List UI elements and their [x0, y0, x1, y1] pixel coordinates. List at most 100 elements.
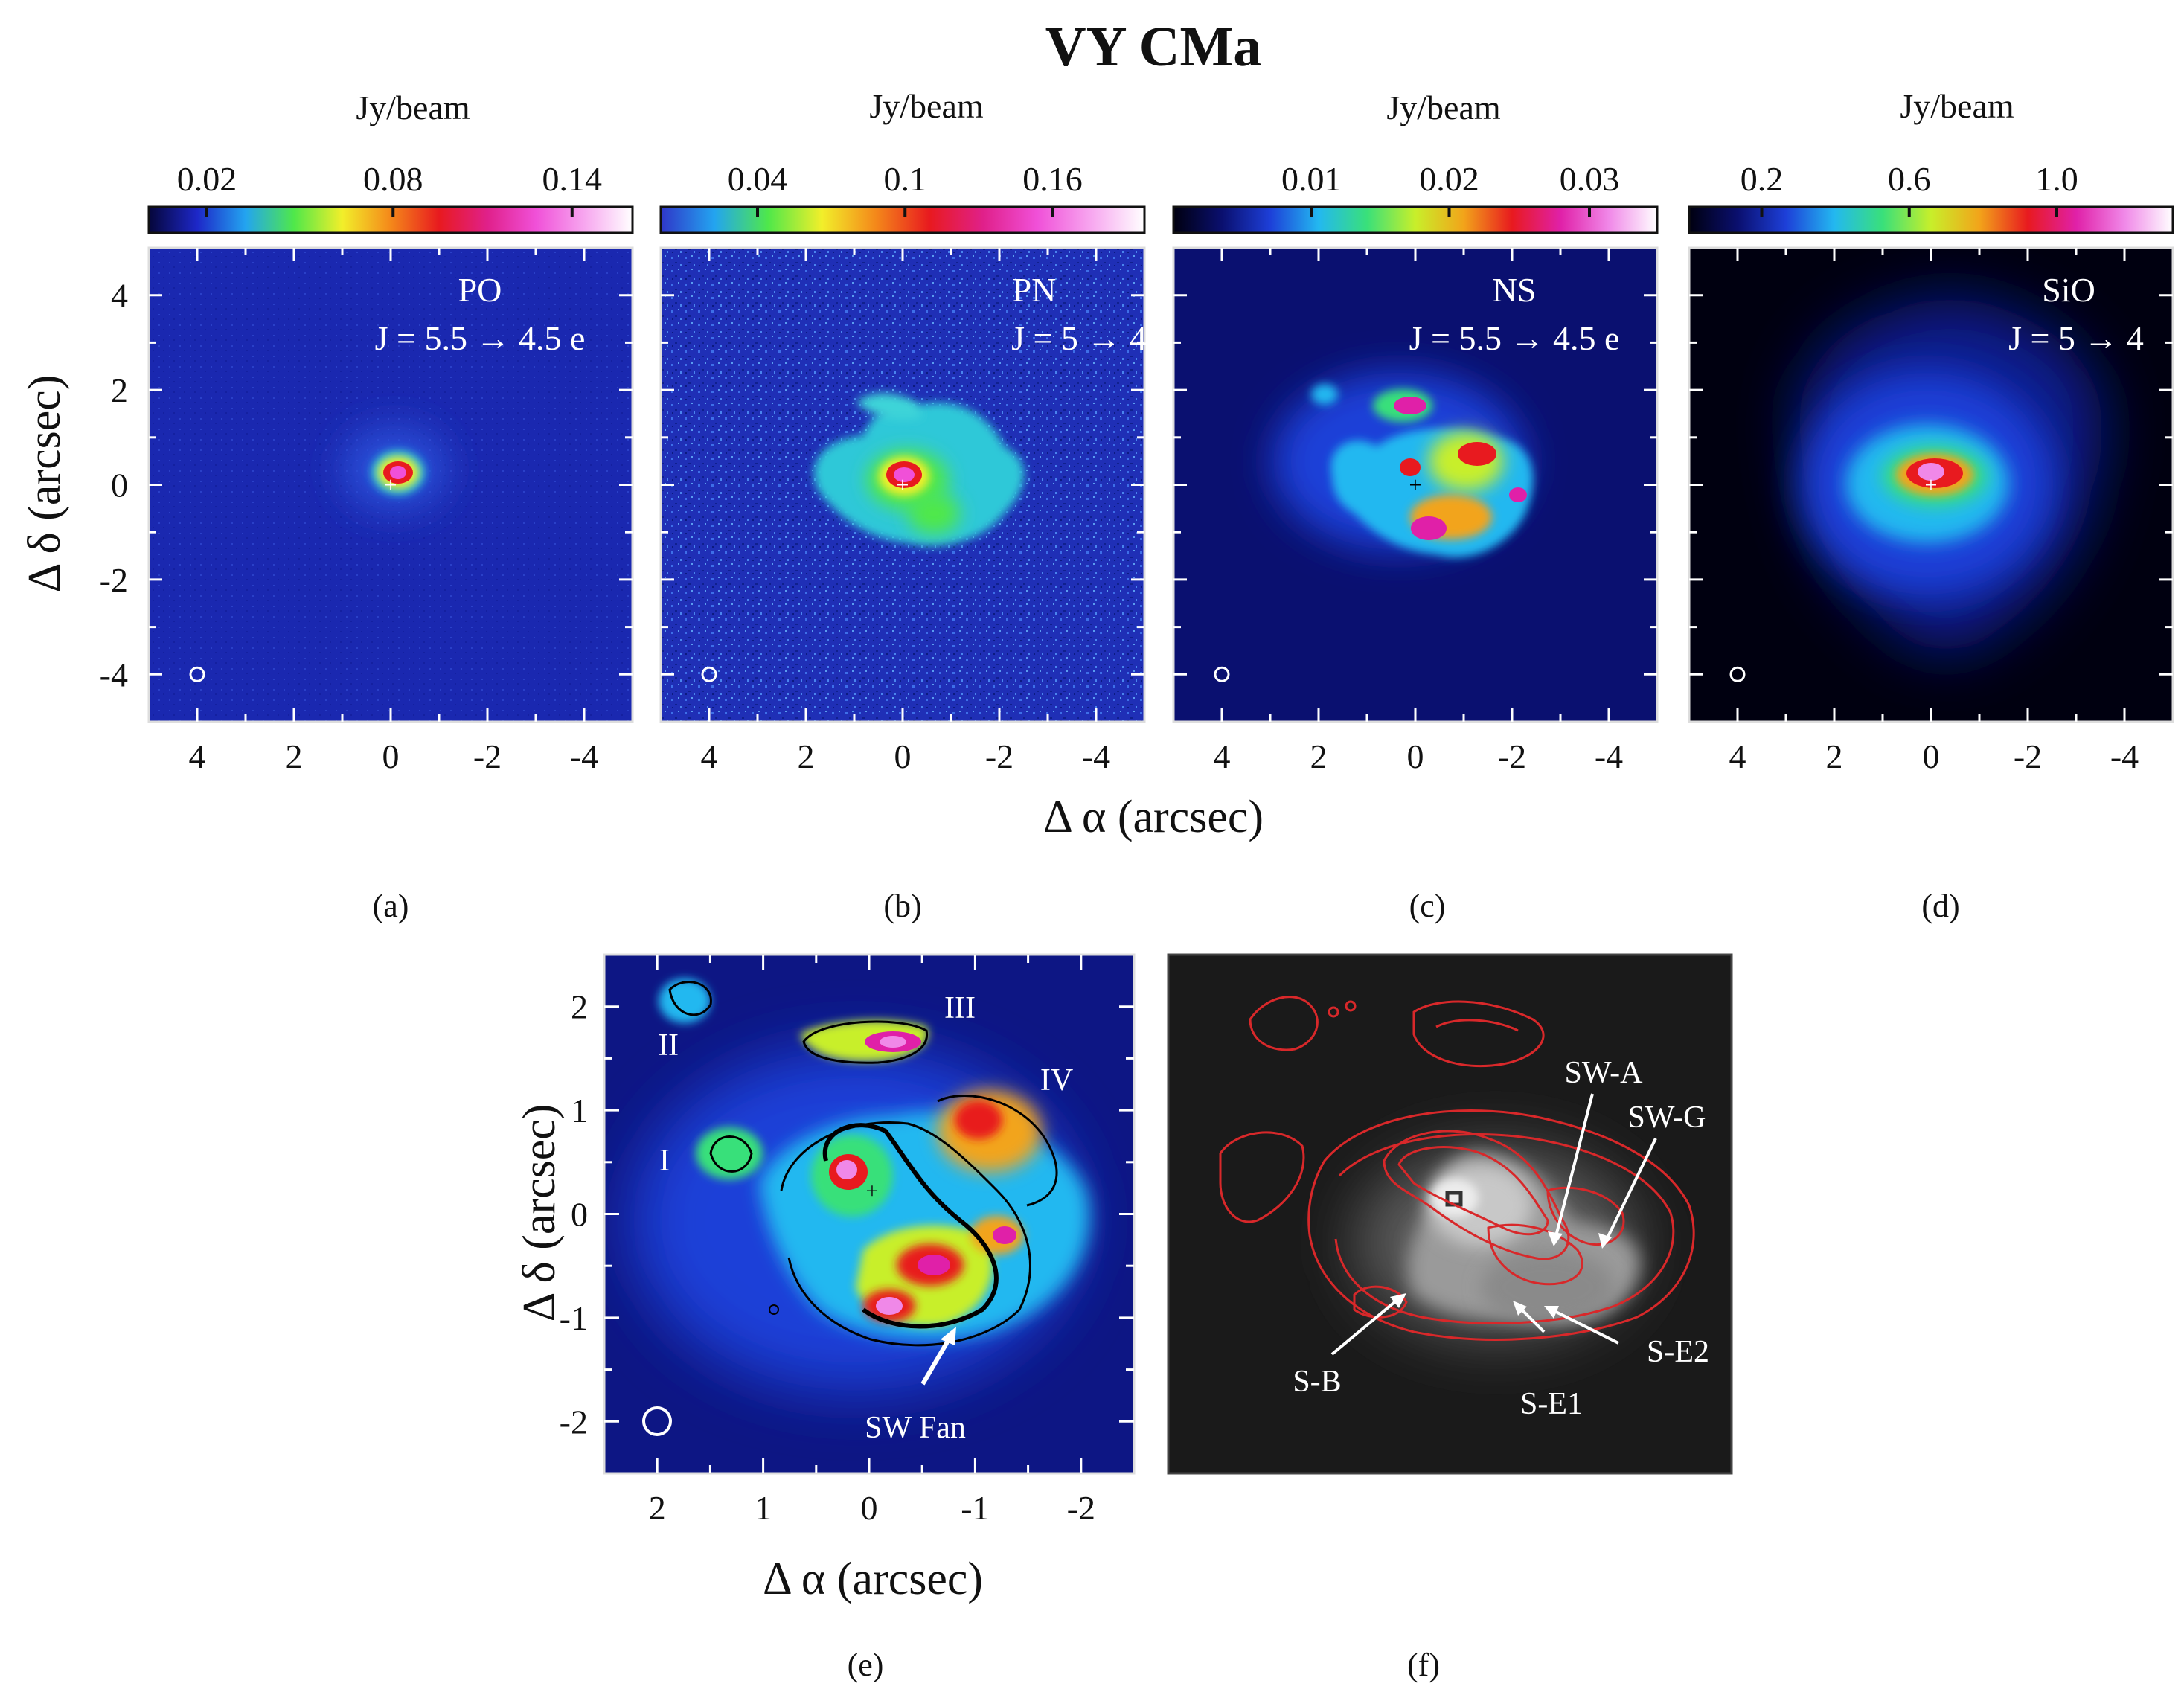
y-tick-label-top: 4 [111, 277, 128, 315]
panel-a-star-marker: + [385, 473, 397, 498]
colorbar-c [1172, 205, 1659, 234]
panel-c-transition: J = 5.5 → 4.5 e [1409, 319, 1620, 357]
caption-d: (d) [1921, 888, 1959, 924]
panel-e-ytick-label: -2 [560, 1403, 588, 1441]
top-axes: 4 2 0 -2 -4 +4 2 0 -2 -4 +4 2 0 -2 -4 +4 2 0 -2 -4 +4 2 0 -2 -4 [100, 246, 2174, 775]
panel-c-map [1173, 248, 1657, 722]
colorbar-units: Jy/beam Jy/beam Jy/beam Jy/beam [356, 87, 2014, 126]
panel-d-beam-ellipse [1729, 666, 1746, 682]
panel-c-xtick-label: -4 [1595, 737, 1623, 775]
sw-fan-label: SW Fan [865, 1411, 966, 1445]
colorbar-d [1688, 205, 2174, 234]
panel-b-xtick-label: 4 [701, 737, 718, 775]
panel-d-star-marker: + [1925, 473, 1938, 498]
panel-d-xtick-label: -2 [2014, 737, 2042, 775]
panel-d-map [1689, 248, 2173, 722]
panel-d-molecule: SiO [2042, 271, 2095, 309]
sw-fan-arrow [920, 1334, 953, 1386]
region-label-II: II [658, 1028, 679, 1063]
panel-c-xtick-label: -2 [1498, 737, 1526, 775]
x-axis-label-top: Δ α (arcsec) [1043, 792, 1264, 842]
panel-e-xtick-label: 2 [649, 1489, 666, 1527]
caption-e: (e) [848, 1647, 884, 1683]
panel-e-xtick-label: 1 [755, 1489, 772, 1527]
panel-annotations: PO J = 5.5 → 4.5 e PN J = 5 → 4 NS J = 5… [375, 271, 2144, 357]
star-marker-e: + [866, 1179, 879, 1203]
top-captions: (a) (b) (c) (d) [373, 888, 1960, 924]
panel-e-xtick-label: -2 [1067, 1489, 1095, 1527]
panel-b-xtick-label: -2 [985, 737, 1013, 775]
caption-b: (b) [883, 888, 921, 924]
panel-f-frame [1167, 953, 1733, 1475]
label-sw-a: SW-A [1565, 1056, 1644, 1090]
colorbar-b [659, 205, 1146, 234]
panel-b-map [661, 248, 1144, 722]
colorbar-b-tick-label-2: 0.16 [1022, 160, 1083, 198]
panel-f-image: SW-A SW-G S-B S-E1 S-E2 [1168, 955, 1732, 1473]
panel-a-beam-ellipse [189, 666, 205, 682]
panel-d-xtick-label: -4 [2110, 737, 2139, 775]
panel-d-xtick-label: 4 [1729, 737, 1746, 775]
caption-a: (a) [373, 888, 409, 924]
beam-ellipse-e [642, 1406, 672, 1436]
panel-c-xtick-label: 0 [1407, 737, 1424, 775]
colorbar-a [147, 205, 634, 234]
label-sw-g: SW-G [1628, 1101, 1706, 1135]
y-tick-label-top: -4 [100, 656, 128, 693]
colorbar-d-tick-label-1: 0.6 [1888, 160, 1931, 198]
colorbar-d-tick-label-0: 0.2 [1741, 160, 1784, 198]
panel-e-ytick-label: 0 [571, 1196, 588, 1234]
panel-d-xtick-label: 2 [1826, 737, 1843, 775]
region-label-I: I [659, 1144, 670, 1178]
panel-c-xtick-label: 2 [1310, 737, 1328, 775]
panel-a-xtick-label: 2 [286, 737, 303, 775]
x-axis-label-e: Δ α (arcsec) [763, 1554, 983, 1604]
colorbar-b-tick-label-0: 0.04 [728, 160, 788, 198]
caption-c: (c) [1409, 888, 1446, 924]
panel-b-xtick-label: -4 [1082, 737, 1110, 775]
panel-a-map [149, 248, 633, 722]
panel-e-map [604, 955, 1134, 1473]
region-label-IV: IV [1040, 1063, 1073, 1098]
colorbar-unit-c: Jy/beam [1386, 89, 1501, 126]
colorbar-unit-a: Jy/beam [356, 89, 470, 126]
label-s-e2: S-E2 [1647, 1335, 1709, 1369]
panel-e-axes: 2 1 0 -1 -2 2 1 0 -1 -2 [560, 953, 1136, 1527]
panel-b-molecule: PN [1013, 271, 1057, 309]
colorbar-b-tick-label-1: 0.1 [884, 160, 927, 198]
y-tick-label-top: -2 [100, 561, 128, 599]
panel-b-beam-ellipse [701, 666, 717, 682]
colorbar-c-tick-label-0: 0.01 [1281, 160, 1342, 198]
y-tick-label-top: 0 [111, 467, 128, 504]
colorbar-c-tick-label-2: 0.03 [1560, 160, 1620, 198]
panel-a-xtick-label: -4 [570, 737, 598, 775]
panel-c-xtick-label: 4 [1214, 737, 1231, 775]
colorbar-a-tick-label-1: 0.08 [363, 160, 423, 198]
panel-b-xtick-label: 0 [894, 737, 912, 775]
panel-c-beam-ellipse [1214, 666, 1230, 682]
y-axis-label-top: Δ δ (arcsec) [19, 375, 70, 593]
sw-fan-arrowhead [941, 1327, 956, 1345]
panel-c-star-marker: + [1409, 473, 1422, 498]
colorbar-d-tick-label-2: 1.0 [2035, 160, 2078, 198]
panel-e-annotations: I II III IV SW Fan + [642, 991, 1073, 1445]
colorbars: 0.02 0.08 0.14 0.04 0.1 0.16 0.01 0.02 0.03 0.2 0.… [147, 160, 2174, 234]
y-tick-label-top: 2 [111, 371, 128, 409]
panel-b-transition: J = 5 → 4 [1011, 319, 1147, 357]
colorbar-a-tick-label-2: 0.14 [542, 160, 603, 198]
y-axis-label-e: Δ δ (arcsec) [514, 1104, 565, 1322]
panel-a-xtick-label: 4 [189, 737, 206, 775]
colorbar-unit-d: Jy/beam [1900, 87, 2014, 125]
region-label-III: III [944, 991, 976, 1025]
panel-a-xtick-label: -2 [473, 737, 502, 775]
panel-e-xtick-label: -1 [961, 1489, 989, 1527]
caption-f: (f) [1407, 1647, 1440, 1683]
label-s-b: S-B [1293, 1365, 1341, 1399]
panel-e-xtick-label: 0 [861, 1489, 878, 1527]
panel-a-transition: J = 5.5 → 4.5 e [375, 319, 586, 357]
panel-a-xtick-label: 0 [382, 737, 400, 775]
panel-e-ytick-label: 2 [571, 988, 588, 1026]
panel-b-star-marker: + [897, 473, 909, 498]
panel-d-transition: J = 5 → 4 [2008, 319, 2144, 357]
